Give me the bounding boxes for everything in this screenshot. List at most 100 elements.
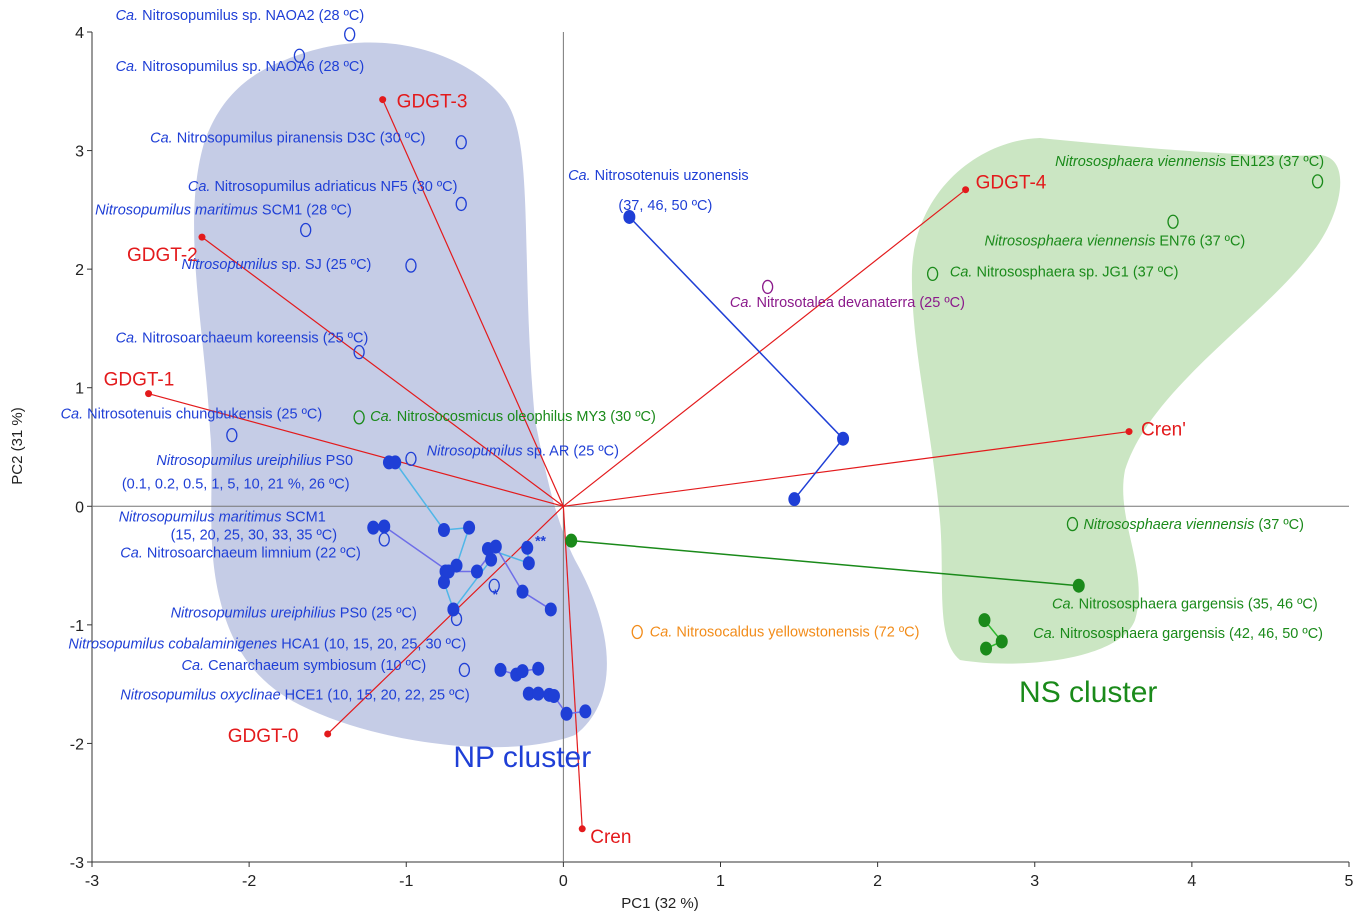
loading-label: GDGT-3 (397, 92, 468, 113)
point-label: Ca. Nitrosoarchaeum koreensis (25 ºC) (116, 331, 369, 347)
group-label: Ca. Nitrososphaera gargensis (42, 46, 50… (1033, 626, 1323, 642)
cluster-label: NS cluster (1019, 676, 1157, 709)
filled-data-point (547, 689, 560, 703)
open-data-point (405, 451, 417, 467)
filled-data-point (579, 704, 592, 719)
filled-data-point (494, 662, 507, 677)
filled-data-point (485, 552, 498, 567)
group-label-detail: (0.1, 0.2, 0.5, 1, 5, 10, 21 %, 26 ºC) (122, 477, 350, 493)
x-tick-label: 5 (1345, 873, 1354, 890)
x-tick-label: 3 (1030, 873, 1039, 890)
loading-vector (382, 99, 564, 507)
group-label: Nitrosopumilus maritimus SCM1 (119, 510, 326, 526)
filled-data-point (544, 602, 557, 617)
y-tick-label: 3 (75, 144, 84, 161)
loading-vector (563, 189, 966, 507)
points-layer (145, 27, 1324, 833)
point-label: Ca. Nitrosoarchaeum limnium (22 ºC) (120, 545, 361, 561)
group-label: Nitrosopumilus oxyclinae HCE1 (10, 15, 2… (120, 688, 469, 704)
point-label: Nitrososphaera viennensis (37 ºC) (1083, 517, 1304, 533)
point-label: Ca. Nitrosocaldus yellowstonensis (72 ºC… (650, 625, 920, 641)
group-connector-line (628, 216, 845, 500)
x-tick-label: -2 (242, 873, 256, 890)
filled-data-point (463, 520, 476, 535)
group-label-detail: (15, 20, 25, 30, 33, 35 ºC) (171, 527, 338, 543)
open-data-point (761, 279, 774, 295)
loading-vector (562, 506, 583, 829)
filled-data-point (837, 431, 850, 446)
filled-data-point (623, 209, 636, 224)
filled-data-point (489, 539, 502, 554)
open-data-point (293, 48, 306, 63)
axes-layer: -3 -2 -1 0 1 2 3 4 5 -3 -2 -1 0 1 2 3 4 (70, 25, 1354, 890)
loading-endpoint (962, 186, 970, 194)
loading-label: Cren (590, 827, 631, 848)
point-label: Ca. Nitrosopumilus adriaticus NF5 (30 ºC… (188, 179, 458, 195)
ns-cluster-region (911, 138, 1341, 664)
group-label-detail: (37, 46, 50 ºC) (618, 198, 712, 214)
y-tick-label: -2 (70, 736, 84, 753)
point-label: Ca. Nitrosotenuis chungbukensis (25 ºC) (61, 407, 323, 423)
filled-data-point (442, 564, 455, 579)
point-label: Nitrosopumilus maritimus SCM1 (28 ºC) (95, 203, 352, 219)
filled-data-point (560, 706, 573, 721)
y-tick-label: -3 (70, 855, 84, 872)
filled-data-point (522, 686, 535, 701)
np-cluster-region (194, 42, 607, 748)
x-tick-label: 2 (873, 873, 882, 890)
loading-vector (563, 430, 1130, 507)
point-label: Ca. Cenarchaeum symbiosum (10 ºC) (182, 658, 427, 674)
group-label: Ca. Nitrososphaera gargensis (35, 46 ºC) (1052, 596, 1318, 612)
filled-data-point (389, 455, 402, 470)
y-tick-label: 2 (75, 262, 84, 279)
loading-vector (201, 236, 564, 507)
filled-data-point (516, 584, 529, 599)
x-tick-label: -1 (399, 873, 413, 890)
open-data-point (1167, 214, 1179, 229)
open-data-point (450, 611, 463, 627)
filled-data-point (470, 564, 483, 579)
open-data-point (344, 27, 356, 42)
labels-layer: GDGT-0 GDGT-1 GDGT-2 GDGT-3 GDGT-4 Cren' Cren C… (61, 8, 1324, 848)
open-data-point (455, 196, 467, 212)
loading-label: GDGT-0 (228, 726, 299, 747)
point-label: Ca. Nitrosopumilus sp. NAOA6 (28 ºC) (116, 59, 365, 75)
open-data-point (455, 135, 467, 150)
open-data-point (353, 410, 365, 425)
y-tick-label: -1 (70, 618, 84, 635)
point-label: Ca. Nitrosocosmicus oleophilus MY3 (30 º… (370, 409, 656, 425)
loading-label: Cren' (1141, 420, 1186, 441)
point-label: Ca. Nitrosopumilus piranensis D3C (30 ºC… (150, 130, 425, 146)
group-label: Nitrosopumilus ureiphilius PS0 (156, 453, 353, 469)
loading-endpoint (324, 730, 332, 738)
filled-data-point (532, 661, 545, 676)
loading-endpoint (1125, 428, 1133, 436)
point-label: Ca. Nitrososphaera sp. JG1 (37 ºC) (950, 264, 1179, 280)
x-tick-label: 4 (1187, 873, 1196, 890)
asterisk-annotation: ** (535, 532, 546, 548)
asterisk-annotation: * (493, 586, 499, 602)
point-label: Ca. Nitrosopumilus sp. NAOA2 (28 ºC) (116, 8, 365, 24)
open-data-point (226, 427, 238, 443)
open-data-point (378, 532, 390, 547)
filled-data-point (516, 664, 529, 679)
y-tick-label: 1 (75, 381, 84, 398)
y-tick-label: 0 (75, 499, 84, 516)
open-data-point (1311, 174, 1324, 189)
filled-data-point (978, 613, 991, 628)
loading-label: GDGT-2 (127, 245, 198, 266)
filled-data-point (788, 492, 801, 507)
point-label: Nitrososphaera viennensis EN123 (37 ºC) (1055, 154, 1324, 170)
point-label: Nitrosopumilus ureiphilius PS0 (25 ºC) (171, 606, 417, 622)
loading-label: GDGT-4 (976, 173, 1047, 194)
open-data-point (488, 578, 500, 593)
group-label: Nitrosopumilus cobalaminigenes HCA1 (10,… (68, 637, 466, 653)
group-connector-line (571, 539, 1079, 587)
y-tick-label: 4 (75, 25, 84, 42)
open-data-point (353, 344, 365, 360)
open-data-point (631, 624, 643, 640)
x-tick-label: 0 (559, 873, 568, 890)
open-data-point (926, 266, 939, 282)
filled-data-point (1072, 578, 1085, 593)
